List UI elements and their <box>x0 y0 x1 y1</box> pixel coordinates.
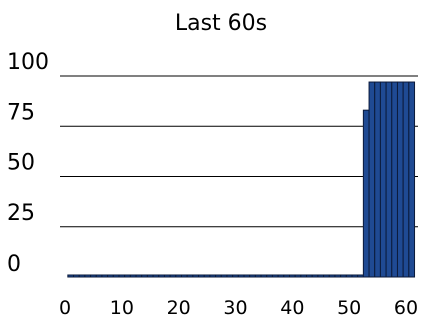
bar <box>340 274 347 278</box>
bar <box>73 274 80 278</box>
bar <box>379 81 387 278</box>
bar <box>158 274 165 278</box>
y-tick-label: 50 <box>7 151 35 176</box>
chart-title: Last 60s <box>175 11 267 36</box>
bar <box>237 274 245 278</box>
bar <box>78 274 86 278</box>
bar <box>84 274 92 278</box>
bar <box>260 274 268 278</box>
bar <box>266 274 273 278</box>
bar <box>152 274 160 278</box>
bar <box>135 274 143 278</box>
bar <box>357 274 364 278</box>
bar <box>220 274 228 278</box>
bar <box>203 274 211 278</box>
bar <box>391 81 398 278</box>
bar <box>368 81 376 278</box>
bar <box>198 274 205 278</box>
x-tick-label: 60 <box>394 297 418 319</box>
x-tick-label: 10 <box>110 297 134 319</box>
bar <box>112 274 120 278</box>
grid-lines <box>60 75 418 228</box>
bar <box>169 274 177 278</box>
bar <box>323 274 330 278</box>
bar <box>385 81 393 278</box>
x-tick-label: 20 <box>167 297 191 319</box>
bar <box>181 274 188 278</box>
bar <box>209 274 217 278</box>
bar <box>271 274 279 278</box>
y-tick-label: 25 <box>7 201 35 226</box>
bar <box>283 274 290 278</box>
bar <box>334 274 342 278</box>
bar-series <box>67 81 416 278</box>
bar <box>67 274 75 278</box>
bar <box>306 274 313 278</box>
bar <box>351 274 359 278</box>
bar <box>107 274 114 278</box>
bar <box>396 81 404 278</box>
bar <box>345 274 353 278</box>
bar <box>146 274 154 278</box>
y-tick-label: 75 <box>7 100 35 125</box>
x-tick-label: 40 <box>280 297 304 319</box>
y-tick-label: 0 <box>7 252 21 277</box>
bar <box>294 274 302 278</box>
bar <box>226 274 234 278</box>
bar <box>118 274 126 278</box>
bar <box>249 274 256 278</box>
bar <box>232 274 239 278</box>
bar <box>192 274 200 278</box>
bar <box>254 274 262 278</box>
bar <box>243 274 251 278</box>
y-tick-label: 100 <box>7 50 49 75</box>
bar <box>90 274 97 278</box>
bar <box>317 274 325 278</box>
bar <box>163 274 171 278</box>
bar <box>311 274 319 278</box>
bar <box>402 81 410 278</box>
x-tick-label: 50 <box>337 297 361 319</box>
x-tick-label: 30 <box>223 297 247 319</box>
bar <box>374 81 381 278</box>
bar <box>101 274 109 278</box>
y-axis-ticks: 0 25 50 75 100 <box>7 50 49 277</box>
x-tick-label: 0 <box>59 297 71 319</box>
x-axis-ticks: 0 10 20 30 40 50 60 <box>59 297 418 319</box>
bar <box>175 274 183 278</box>
bar <box>408 81 416 278</box>
bar <box>186 274 194 278</box>
bar <box>328 274 336 278</box>
bar <box>129 274 137 278</box>
bar <box>288 274 296 278</box>
bar <box>362 109 370 278</box>
bar <box>277 274 285 278</box>
bar <box>124 274 131 278</box>
bar <box>95 274 103 278</box>
bar <box>141 274 148 278</box>
bar <box>300 274 308 278</box>
bar <box>215 274 222 278</box>
